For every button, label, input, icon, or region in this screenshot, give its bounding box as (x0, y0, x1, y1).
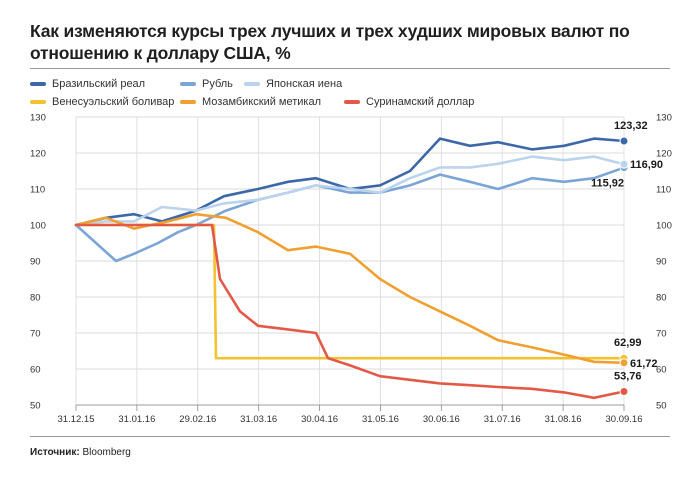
x-tick-label: 31.08.16 (545, 414, 582, 425)
legend-item: Мозамбикский метикал (180, 96, 321, 108)
series-end-label: 115,92 (591, 178, 624, 190)
y-tick-label-left: 50 (30, 401, 41, 412)
series-end-label: 53,76 (614, 370, 642, 382)
legend-item: Японская иена (244, 78, 342, 90)
y-tick-label-left: 120 (30, 149, 46, 160)
x-tick-label: 31.12.15 (58, 414, 95, 425)
source-value: Bloomberg (82, 447, 131, 458)
series-end-label: 62,99 (614, 337, 642, 349)
legend-item: Бразильский реал (30, 78, 145, 90)
legend-item: Венесуэльский боливар (30, 96, 174, 108)
y-tick-label-left: 70 (30, 329, 41, 340)
y-tick-label-right: 130 (656, 113, 672, 124)
series-line (74, 166, 626, 263)
series-line (74, 223, 626, 400)
series-end-marker (619, 136, 629, 146)
series-end-label: 116,90 (630, 159, 663, 171)
legend-item: Рубль (180, 78, 233, 90)
source-note: Источник: Bloomberg (30, 447, 131, 458)
x-tick-label: 30.09.16 (606, 414, 643, 425)
y-tick-label-right: 70 (656, 329, 667, 340)
series-end-marker (619, 159, 629, 169)
legend-label: Рубль (202, 78, 233, 90)
source-label: Источник: (30, 447, 80, 458)
x-tick-label: 31.07.16 (484, 414, 521, 425)
y-tick-label-right: 50 (656, 401, 667, 412)
legend-label: Суринамский доллар (366, 96, 475, 108)
chart-title: Как изменяются курсы трех лучших и трех … (30, 21, 630, 63)
legend-swatch (344, 100, 360, 104)
chart-legend: Бразильский реал Рубль Японская иена Венесу… (30, 74, 670, 110)
legend-label: Бразильский реал (52, 78, 146, 90)
legend-label: Мозамбикский метикал (202, 96, 322, 108)
legend-swatch (180, 100, 196, 104)
series-line (74, 223, 626, 360)
legend-label: Японская иена (266, 78, 343, 90)
y-tick-label-left: 80 (30, 293, 41, 304)
y-tick-label-right: 80 (656, 293, 667, 304)
x-tick-label: 30.06.16 (423, 414, 460, 425)
y-tick-label-left: 60 (30, 365, 41, 376)
x-tick-label: 31.01.16 (118, 414, 155, 425)
title-divider (30, 68, 670, 69)
footer-divider (30, 436, 670, 437)
x-tick-label: 31.05.16 (362, 414, 399, 425)
legend-swatch (180, 82, 196, 86)
series-end-label: 61,72 (630, 358, 658, 370)
y-tick-label-right: 60 (656, 365, 667, 376)
y-tick-label-right: 110 (656, 185, 671, 196)
legend-swatch (244, 82, 260, 86)
y-tick-label-left: 100 (30, 221, 46, 232)
x-tick-label: 31.03.16 (240, 414, 277, 425)
y-tick-label-right: 100 (656, 221, 672, 232)
legend-swatch (30, 82, 46, 86)
series-line (74, 155, 626, 227)
y-tick-label-left: 90 (30, 257, 41, 268)
x-tick-label: 30.04.16 (301, 414, 338, 425)
y-tick-label-right: 120 (656, 149, 672, 160)
legend-item: Суринамский доллар (344, 96, 474, 108)
series-end-marker (619, 386, 629, 396)
series-end-label: 123,32 (614, 120, 648, 132)
legend-label: Венесуэльский боливар (52, 96, 175, 108)
y-tick-label-right: 90 (656, 257, 667, 268)
x-tick-label: 29.02.16 (179, 414, 216, 425)
series-line (74, 137, 626, 227)
series-line (74, 212, 626, 365)
series-end-marker (619, 358, 629, 368)
y-tick-label-left: 130 (30, 113, 46, 124)
legend-swatch (30, 100, 46, 104)
y-tick-label-left: 110 (30, 185, 45, 196)
